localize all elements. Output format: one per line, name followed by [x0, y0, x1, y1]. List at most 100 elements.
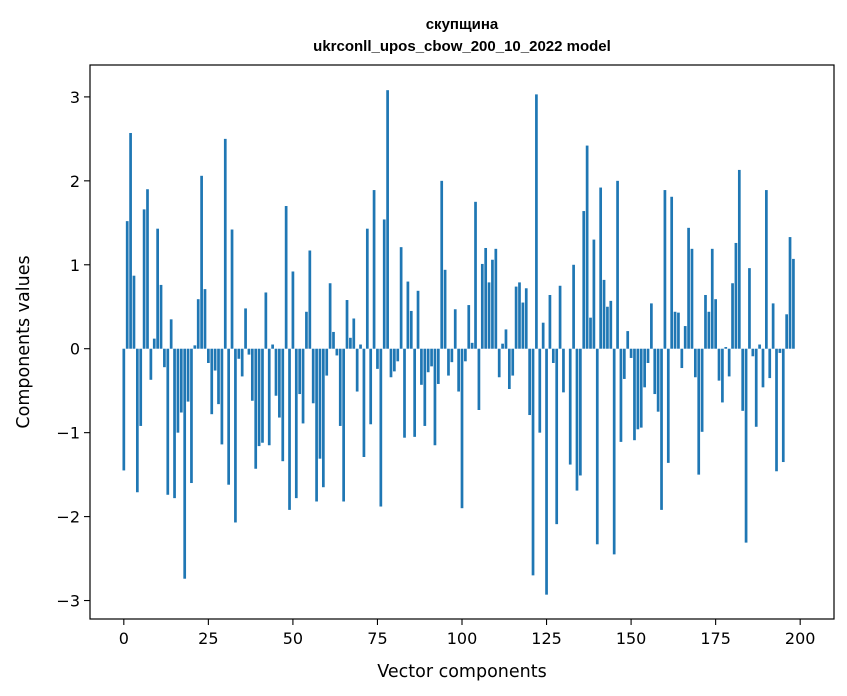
bar-169: [693, 348, 697, 378]
bar-168: [690, 248, 694, 349]
bar-78: [386, 90, 389, 349]
bar-37: [247, 348, 251, 355]
bar-140: [595, 348, 599, 545]
bar-197: [788, 237, 792, 349]
bar-31: [227, 348, 231, 485]
bar-178: [724, 347, 728, 349]
bar-94: [440, 180, 444, 349]
bar-80: [393, 348, 396, 372]
bar-68: [352, 318, 356, 349]
bar-176: [717, 348, 721, 381]
bar-96: [447, 348, 450, 376]
bar-89: [423, 348, 427, 426]
bar-190: [765, 190, 768, 349]
bar-79: [389, 348, 393, 378]
bar-133: [572, 264, 575, 349]
bar-93: [436, 348, 440, 384]
bar-103: [470, 342, 474, 349]
bar-138: [589, 317, 592, 349]
bar-87: [416, 290, 420, 349]
bar-14: [169, 319, 173, 349]
bar-171: [700, 348, 704, 432]
y-tick-label-3: 3: [70, 88, 80, 107]
bar-44: [271, 344, 274, 349]
bar-90: [426, 348, 430, 373]
bar-71: [362, 348, 366, 457]
bar-150: [629, 348, 633, 358]
bar-73: [369, 348, 373, 425]
y-axis-label: Components values: [14, 255, 34, 428]
bar-51: [294, 348, 298, 499]
bar-107: [484, 247, 488, 349]
bar-186: [751, 348, 755, 357]
bar-24: [203, 289, 207, 349]
bar-194: [778, 348, 782, 353]
bar-5: [139, 348, 143, 426]
bar-100: [460, 348, 464, 509]
bar-84: [406, 281, 410, 349]
bar-164: [677, 312, 680, 349]
bar-188: [758, 344, 761, 349]
bar-163: [673, 311, 677, 349]
bar-23: [200, 175, 203, 349]
bar-47: [281, 348, 285, 462]
bar-2: [129, 132, 132, 349]
bar-82: [399, 247, 403, 349]
bar-142: [602, 279, 606, 349]
bar-198: [792, 258, 795, 349]
bar-136: [582, 211, 586, 349]
bar-77: [382, 219, 386, 349]
bar-124: [541, 322, 545, 349]
bar-86: [413, 348, 417, 437]
bar-196: [785, 314, 789, 349]
bar-144: [609, 300, 613, 349]
bar-88: [420, 348, 423, 385]
bar-54: [305, 311, 308, 349]
bar-128: [555, 348, 559, 525]
bar-64: [338, 348, 342, 426]
bar-1: [125, 221, 129, 349]
bar-62: [332, 331, 335, 349]
bar-148: [622, 348, 626, 379]
bar-66: [345, 300, 349, 349]
bar-13: [166, 348, 170, 495]
bar-95: [443, 269, 447, 349]
x-tick-label-200: 200: [785, 629, 816, 648]
y-tick-label--1: −1: [56, 424, 80, 443]
bar-16: [176, 348, 180, 433]
x-tick-label-150: 150: [616, 629, 647, 648]
bar-179: [727, 348, 731, 377]
bar-3: [132, 275, 136, 349]
bar-173: [707, 311, 711, 349]
x-tick-label-25: 25: [198, 629, 218, 648]
x-tick-label-75: 75: [367, 629, 387, 648]
bar-83: [403, 348, 406, 438]
chart-title-line-2: ukrconll_upos_cbow_200_10_2022 model: [313, 38, 611, 55]
bar-63: [335, 348, 339, 356]
bar-109: [491, 259, 494, 349]
bar-160: [663, 190, 667, 349]
bar-165: [680, 348, 684, 369]
bar-105: [477, 348, 481, 410]
bar-122: [535, 94, 538, 349]
bar-149: [626, 331, 630, 349]
x-tick-label-175: 175: [700, 629, 731, 648]
bar-67: [349, 337, 352, 349]
bar-4: [135, 348, 139, 493]
bar-17: [179, 348, 183, 413]
bar-108: [487, 282, 491, 349]
bar-98: [453, 309, 457, 349]
x-axis-ticks: 0 25 50 75 100 125 150 175 200: [119, 619, 816, 648]
bar-30: [223, 138, 227, 349]
bar-104: [474, 201, 477, 349]
bar-132: [568, 348, 572, 465]
bar-50: [291, 271, 295, 349]
bar-116: [514, 286, 518, 349]
bar-166: [683, 326, 687, 349]
bar-7: [146, 189, 149, 349]
bar-152: [636, 348, 640, 430]
bar-156: [650, 303, 653, 349]
bar-49: [288, 348, 291, 510]
bar-19: [186, 348, 190, 402]
